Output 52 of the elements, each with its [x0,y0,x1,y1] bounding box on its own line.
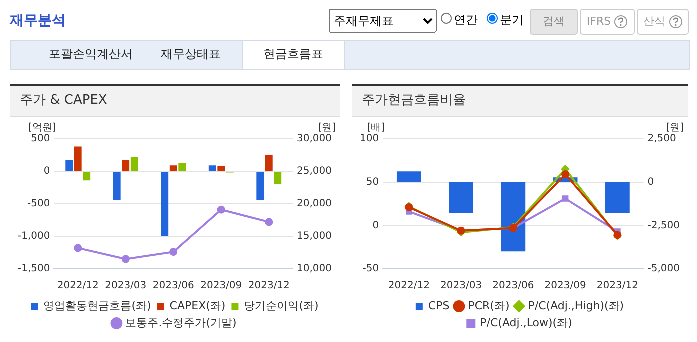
chart-title: 주가현금흐름비율 [352,86,688,117]
x-tick-label: 2023/06 [152,280,194,292]
legend-label: 영업활동현금흐름(좌) [44,299,152,312]
y2-tick-label: -5,000 [648,264,680,275]
y2-axis-title: [원] [318,122,336,134]
y-tick-label: -1,500 [18,264,50,275]
legend-label: 당기순이익(좌) [244,299,319,312]
text: IFRS [580,9,635,35]
x-tick-label: 2022/12 [57,280,99,292]
legend-label: CPS [428,299,450,312]
text: 검색 [530,9,578,35]
y2-tick-label: 0 [648,176,654,188]
chart-title: 주가 & CAPEX [10,86,340,117]
legend-label: P/C(Adj.,Low)(좌) [480,316,572,330]
x-tick-label: 2023/12 [596,280,638,292]
y-tick-label: -500 [28,198,50,210]
x-tick-label: 2023/12 [248,280,290,292]
y2-tick-label: 10,000 [297,264,332,275]
legend-label: CAPEX(좌) [170,299,226,312]
y2-tick-label: -2,500 [648,220,680,232]
y2-tick-label: 2,500 [648,134,676,145]
y2-tick-label: 15,000 [297,231,332,242]
text: 분기 [499,12,524,29]
y2-tick-label: 25,000 [297,166,332,178]
y2-tick-label: 30,000 [297,134,332,145]
y-tick-label: -50 [362,264,380,275]
x-tick-label: 2022/12 [388,280,430,292]
x-tick-label: 2023/09 [544,280,586,292]
y-tick-label: 100 [360,134,380,145]
x-tick-label: 2023/09 [200,280,242,292]
text: 재무상태표 [160,46,222,63]
y-tick-label: -1,000 [18,231,50,242]
legend-label: P/C(Adj.,High)(좌) [528,299,624,312]
x-tick-label: 2023/06 [492,280,534,292]
x-tick-label: 2023/03 [105,280,147,292]
text: 재무분석 [10,12,66,30]
y2-tick-label: 20,000 [297,198,332,210]
y-axis-title: [배] [367,122,386,134]
y-tick-label: 0 [44,166,50,178]
y2-axis-title: [원] [666,122,684,134]
legend-label: PCR(좌) [468,299,510,312]
text: 현금흐름표 [242,41,345,69]
y-axis-title: [억원] [28,122,56,134]
y-tick-label: 500 [31,134,50,145]
text: 주재무제표 [329,9,437,33]
text: 연간 [453,12,478,29]
y-tick-label: 50 [366,176,380,188]
x-tick-label: 2023/03 [440,280,482,292]
legend-label: 보통주.수정주가(기말) [126,316,237,330]
text: 포괄손익계산서 [48,46,134,63]
text: 산식 [637,9,689,35]
y-tick-label: 0 [372,220,380,232]
